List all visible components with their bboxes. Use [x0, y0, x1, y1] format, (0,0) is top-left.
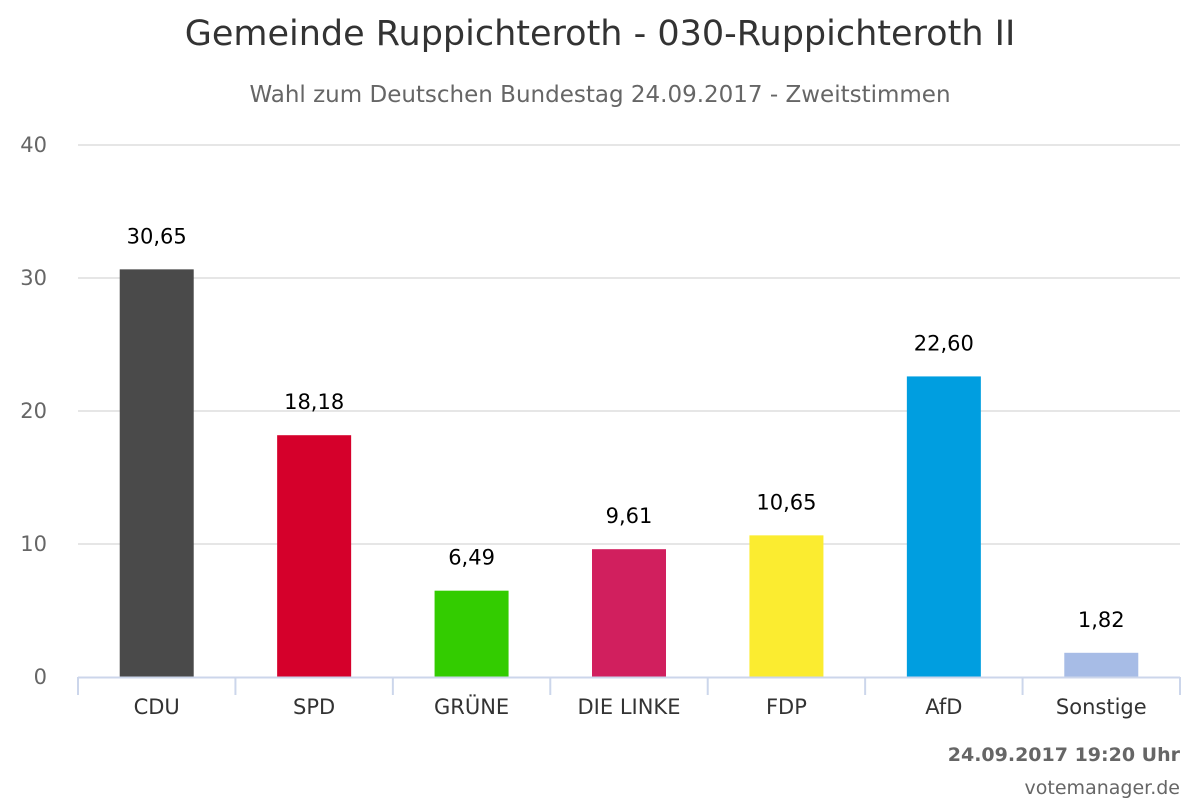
timestamp: 24.09.2017 19:20 Uhr: [947, 744, 1180, 766]
data-label: 10,65: [756, 490, 816, 514]
bar-spd: [277, 435, 352, 677]
data-label: 30,65: [127, 224, 187, 248]
bar-cdu: [119, 269, 194, 677]
bar-fdp: [749, 535, 824, 677]
bar-sonstige: [1064, 652, 1139, 677]
data-label: 1,82: [1078, 608, 1125, 632]
source-credit: votemanager.de: [1024, 777, 1180, 799]
y-tick-label: 20: [20, 399, 47, 423]
y-tick-label: 30: [20, 266, 47, 290]
data-label: 6,49: [448, 546, 495, 570]
bar-die-linke: [592, 549, 666, 677]
category-label: SPD: [293, 695, 335, 719]
chart-title: Gemeinde Ruppichteroth - 030-Ruppichtero…: [184, 14, 1016, 54]
chart-subtitle: Wahl zum Deutschen Bundestag 24.09.2017 …: [249, 82, 951, 108]
x-axis-categories: CDU SPD GRÜNE DIE LINKE FDP AfD Sonstige: [134, 694, 1147, 719]
y-tick-label: 10: [20, 532, 47, 556]
category-label: Sonstige: [1056, 695, 1147, 719]
y-axis-ticks: 0 10 20 30 40: [20, 133, 47, 689]
bar-grüne: [434, 590, 509, 677]
data-label: 9,61: [606, 504, 653, 528]
category-label: DIE LINKE: [578, 695, 681, 719]
y-tick-label: 40: [20, 133, 47, 157]
bars: [119, 269, 1139, 677]
data-label: 22,60: [914, 331, 974, 355]
data-labels: 30,65 18,18 6,49 9,61 10,65 22,60 1,82: [127, 224, 1125, 631]
grid-lines: [78, 144, 1180, 545]
category-label: AfD: [925, 695, 962, 719]
category-label: FDP: [766, 695, 807, 719]
category-label: GRÜNE: [434, 694, 509, 719]
bar-afd: [906, 376, 981, 677]
data-label: 18,18: [284, 390, 344, 414]
x-axis: [77, 676, 1181, 695]
category-label: CDU: [134, 695, 180, 719]
y-tick-label: 0: [34, 665, 47, 689]
